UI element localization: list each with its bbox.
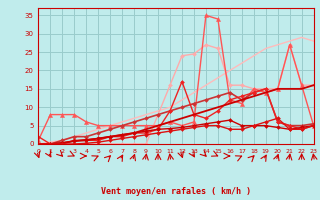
Text: Vent moyen/en rafales ( km/h ): Vent moyen/en rafales ( km/h ) [101, 187, 251, 196]
